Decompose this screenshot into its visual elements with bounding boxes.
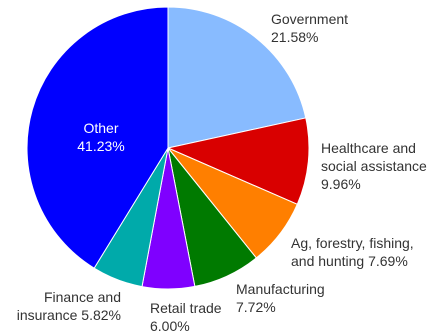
pie-label-line: and hunting 7.69% [291, 253, 408, 269]
pie-label-line: Finance and [44, 289, 121, 305]
pie-label-line: 21.58% [271, 29, 318, 45]
pie-label-retail-trade: Retail trade 6.00% [150, 300, 222, 334]
pie-label-line: 7.72% [236, 299, 276, 315]
pie-label-line: Ag, forestry, fishing, [291, 235, 414, 251]
pie-label-line: Healthcare and [321, 140, 416, 156]
pie-label-line: Manufacturing [236, 281, 325, 297]
pie-slice-other [26, 6, 169, 269]
pie-label-line: social assistance [321, 158, 427, 174]
pie-label-line: Retail trade [150, 300, 222, 316]
pie-label-line: Other [83, 120, 118, 136]
pie-label-finance-and-insurance: Finance and insurance 5.82% [17, 289, 121, 323]
pie-slice-government [167, 6, 307, 149]
pie-label-ag-forestry-fishing-and-hunting: Ag, forestry, fishing, and hunting 7.69% [291, 235, 414, 269]
pie-label-manufacturing: Manufacturing 7.72% [236, 281, 325, 315]
pie-labels: Government 21.58% Healthcare and social ass… [17, 11, 427, 334]
pie-label-line: Government [271, 11, 348, 27]
pie-label-other: Other 41.23% [77, 120, 124, 154]
pie-label-healthcare-and-social-assistance: Healthcare and social assistance 9.96% [321, 140, 427, 192]
pie-label-line: insurance 5.82% [17, 307, 121, 323]
pie-slices [26, 6, 310, 290]
pie-slice-healthcare-and-social-assistance [166, 117, 310, 205]
pie-label-line: 6.00% [150, 318, 190, 334]
pie-label-government: Government 21.58% [271, 11, 348, 45]
pie-label-line: 9.96% [321, 176, 361, 192]
pie-label-line: 41.23% [77, 138, 124, 154]
